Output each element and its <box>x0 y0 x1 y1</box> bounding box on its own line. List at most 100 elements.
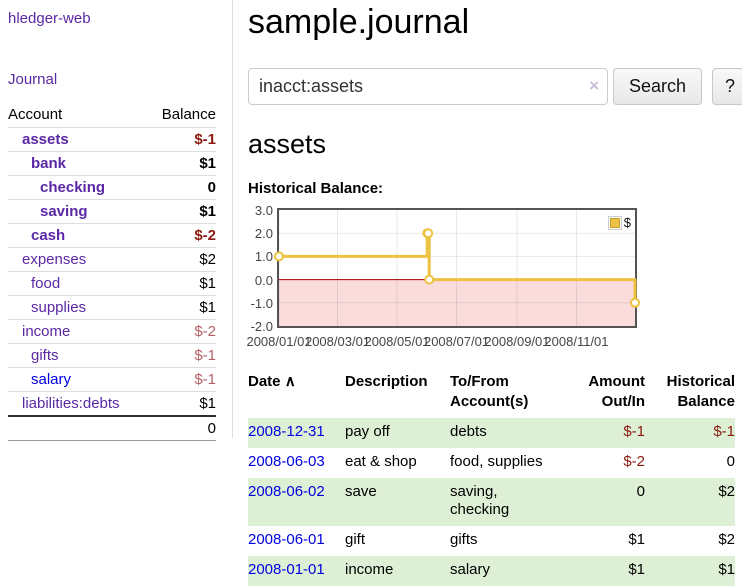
account-row-saving: saving $1 <box>8 199 216 224</box>
chart-title: Historical Balance: <box>248 180 384 197</box>
account-balance: $-1 <box>147 127 216 152</box>
account-link-bank[interactable]: bank <box>31 155 67 172</box>
transaction-accounts: salary <box>450 556 560 586</box>
x-tick-label: 2008/03/01 <box>304 334 371 349</box>
y-tick-label: 3.0 <box>254 203 273 218</box>
transaction-amount: $-2 <box>623 453 645 470</box>
transaction-date-link[interactable]: 2008-06-03 <box>248 453 325 470</box>
account-link-food[interactable]: food <box>31 275 61 292</box>
transaction-accounts: debts <box>450 418 560 448</box>
transactions-header-row: Date ∧ Description To/From Account(s) Am… <box>248 372 735 418</box>
account-link-saving[interactable]: saving <box>40 203 88 220</box>
account-balance: $-1 <box>147 367 216 392</box>
account-row-supplies: supplies $1 <box>8 295 216 320</box>
transaction-balance: $2 <box>645 478 735 526</box>
chart-y-axis: 3.0 2.0 1.0 0.0 -1.0 -2.0 <box>248 204 273 333</box>
transaction-row[interactable]: 2008-12-31 pay off debts $-1 $-1 <box>248 418 735 448</box>
chart-canvas <box>274 210 640 326</box>
transaction-balance: $1 <box>645 556 735 586</box>
x-tick-label: 2008/09/01 <box>484 334 550 349</box>
account-row-expenses: expenses $2 <box>8 247 216 272</box>
col-header-date-label: Date <box>248 373 281 390</box>
col-header-tofrom: To/From Account(s) <box>450 373 529 410</box>
account-balance: 0 <box>147 175 216 200</box>
account-balance: $2 <box>147 247 216 272</box>
sidebar-item-journal[interactable]: Journal <box>8 71 58 88</box>
transaction-date-link[interactable]: 2008-06-02 <box>248 483 325 500</box>
transaction-date-link[interactable]: 2008-01-01 <box>248 561 325 578</box>
transaction-row[interactable]: 2008-06-03 eat & shop food, supplies $-2… <box>248 448 735 478</box>
page-title: sample.journal <box>248 3 470 41</box>
y-tick-label: 2.0 <box>254 226 273 242</box>
y-tick-label: 1.0 <box>254 249 273 265</box>
col-header-amount: Amount Out/In <box>588 373 645 410</box>
transaction-balance: $-1 <box>645 418 735 448</box>
x-tick-label: 2008/01/01 <box>246 334 312 349</box>
help-button[interactable]: ? <box>712 68 742 105</box>
account-row-salary: salary $-1 <box>8 367 216 392</box>
account-link-gifts[interactable]: gifts <box>31 347 59 364</box>
app-title-link[interactable]: hledger-web <box>8 10 91 27</box>
account-balance: $1 <box>147 199 216 224</box>
transaction-date-link[interactable]: 2008-06-01 <box>248 531 325 548</box>
chart-legend: $ <box>607 215 631 230</box>
account-link-assets[interactable]: assets <box>22 131 69 148</box>
account-link-checking[interactable]: checking <box>40 179 106 196</box>
accounts-header-row: Account Balance <box>8 104 216 128</box>
col-header-date[interactable]: Date ∧ <box>248 372 345 418</box>
account-balance: $1 <box>147 271 216 296</box>
transaction-amount: $-1 <box>560 418 645 448</box>
col-header-historical: Historical Balance <box>666 373 735 410</box>
series-color-swatch <box>607 215 622 230</box>
transaction-description: gift <box>345 531 366 548</box>
account-row-cash: cash $-2 <box>8 223 216 248</box>
transaction-description: eat & shop <box>345 453 417 470</box>
account-link-liabilities-debts[interactable]: liabilities:debts <box>22 395 120 412</box>
account-balance: $1 <box>147 151 216 176</box>
account-balance: $-2 <box>147 319 216 344</box>
x-tick-label: 2008/07/01 <box>423 334 490 349</box>
account-link-supplies[interactable]: supplies <box>31 299 87 316</box>
account-balance: $-1 <box>147 343 216 368</box>
transaction-amount: 0 <box>560 478 645 526</box>
chart-plot-area: $ <box>274 208 640 328</box>
account-row-gifts: gifts $-1 <box>8 343 216 368</box>
transaction-date-link[interactable]: 2008-12-31 <box>248 423 325 440</box>
clear-search-icon[interactable]: × <box>589 76 599 95</box>
transaction-row[interactable]: 2008-01-01 income salary $1 $1 <box>248 556 735 586</box>
x-tick-label: 2008/05/01 <box>364 334 430 349</box>
account-link-income[interactable]: income <box>22 323 71 340</box>
account-row-income: income $-2 <box>8 319 216 344</box>
account-row-liabilities-debts: liabilities:debts $1 <box>8 391 216 416</box>
transaction-description: pay off <box>345 418 450 448</box>
accounts-total-balance: 0 <box>147 415 216 441</box>
transaction-balance: $2 <box>718 531 735 548</box>
y-tick-label: -1.0 <box>250 295 273 311</box>
transaction-balance: 0 <box>726 453 735 470</box>
transaction-description: income <box>345 556 450 586</box>
account-row-assets: assets $-1 <box>8 127 216 152</box>
account-balance: $-2 <box>147 223 216 248</box>
accounts-header-balance: Balance <box>161 106 216 123</box>
accounts-total-row: 0 <box>8 415 216 441</box>
transaction-accounts: food, supplies <box>450 453 543 470</box>
search-input[interactable] <box>248 68 608 105</box>
main-content: sample.journal × Search ? assets Histori… <box>246 0 742 586</box>
transaction-row[interactable]: 2008-06-01 gift gifts $1 $2 <box>248 526 735 556</box>
account-link-salary[interactable]: salary <box>31 371 72 388</box>
transaction-description: save <box>345 478 450 526</box>
account-balance: $1 <box>147 391 216 416</box>
search-button[interactable]: Search <box>613 68 703 105</box>
transaction-accounts: gifts <box>450 531 478 548</box>
account-link-cash[interactable]: cash <box>31 227 66 244</box>
account-link-expenses[interactable]: expenses <box>22 251 87 268</box>
transaction-row[interactable]: 2008-06-02 save saving, checking 0 $2 <box>248 478 735 526</box>
transaction-accounts: saving, checking <box>450 478 560 526</box>
sort-asc-icon: ∧ <box>284 373 296 390</box>
x-tick-label: 2008/11/01 <box>544 334 609 349</box>
transaction-amount: $1 <box>560 556 645 586</box>
account-heading: assets <box>248 129 327 159</box>
col-header-description: Description <box>345 373 428 390</box>
series-label: $ <box>623 215 631 230</box>
account-row-bank: bank $1 <box>8 151 216 176</box>
